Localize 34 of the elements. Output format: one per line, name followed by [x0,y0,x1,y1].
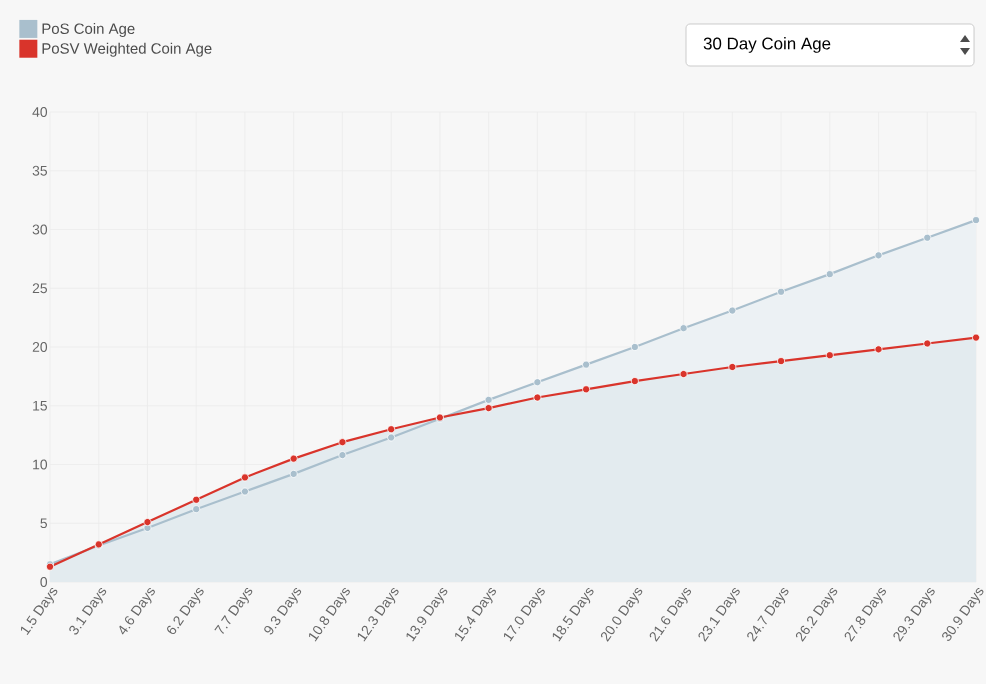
point [582,360,591,369]
point [240,487,249,496]
point [777,357,786,366]
point [484,395,493,404]
point [582,385,591,394]
point [923,233,932,242]
text: 30 Day Coin Age [703,37,831,53]
point [289,469,298,478]
point [630,343,639,351]
point [387,425,396,434]
point [972,333,980,342]
point [679,324,688,333]
point [728,362,737,371]
point [630,377,639,386]
point [777,287,786,296]
point [338,438,347,447]
point [728,306,737,315]
point [533,393,542,402]
point [240,473,249,482]
point [679,370,688,379]
point [338,451,347,460]
point [825,351,834,360]
point [874,251,883,260]
point [533,378,542,387]
point [825,270,834,279]
point [484,404,493,413]
point [387,433,396,442]
point [192,495,201,504]
point [192,505,201,514]
point [972,216,980,225]
point [923,339,932,348]
point [874,345,883,354]
point [289,454,298,463]
point [143,518,152,527]
